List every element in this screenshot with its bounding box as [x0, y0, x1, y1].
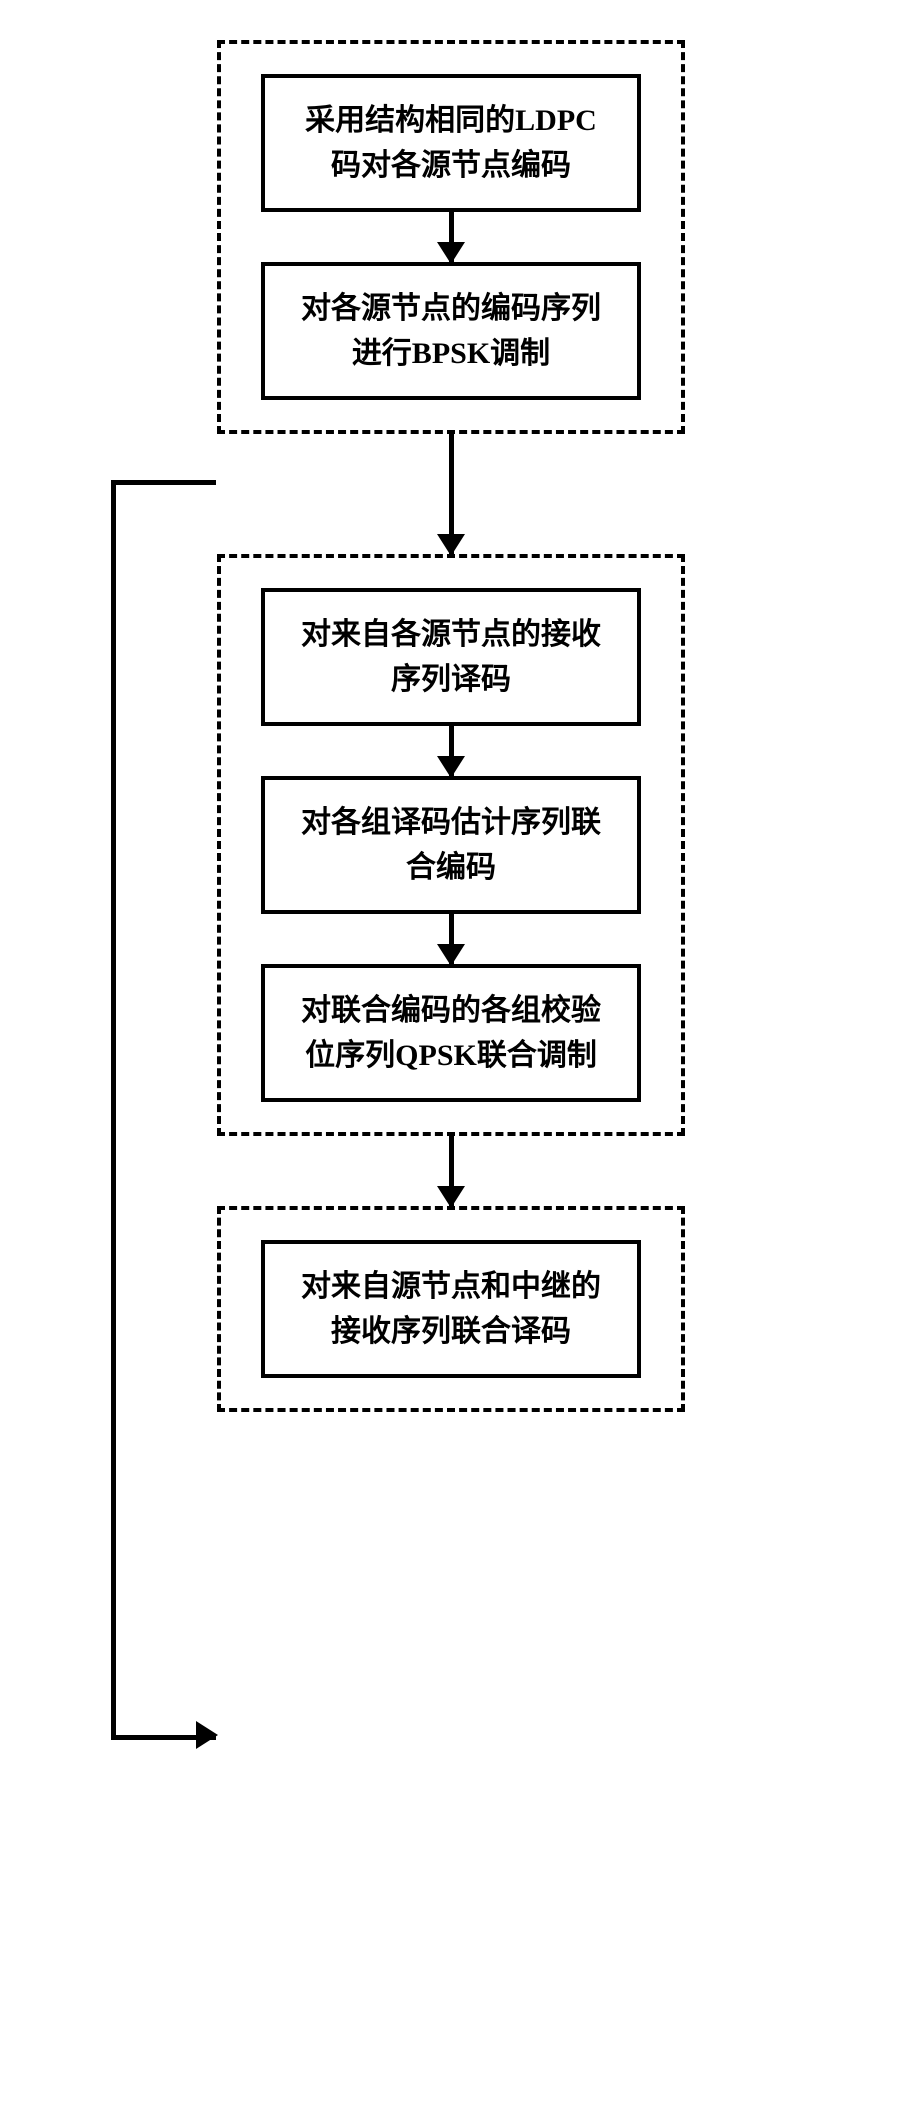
box-ldpc-encode: 采用结构相同的LDPC码对各源节点编码	[261, 74, 641, 212]
arrow-2	[449, 726, 454, 776]
box-bpsk-modulate: 对各源节点的编码序列进行BPSK调制	[261, 262, 641, 400]
flowchart-container: 采用结构相同的LDPC码对各源节点编码 对各源节点的编码序列进行BPSK调制 对…	[151, 40, 751, 1412]
arrow-3	[449, 914, 454, 964]
box-qpsk-modulate: 对联合编码的各组校验位序列QPSK联合调制	[261, 964, 641, 1102]
group-3: 对来自源节点和中继的接收序列联合译码	[217, 1206, 685, 1412]
flowchart: 采用结构相同的LDPC码对各源节点编码 对各源节点的编码序列进行BPSK调制 对…	[151, 40, 751, 1412]
group-1: 采用结构相同的LDPC码对各源节点编码 对各源节点的编码序列进行BPSK调制	[217, 40, 685, 434]
arrow-g1-g2	[449, 434, 454, 554]
box-joint-decode: 对来自源节点和中继的接收序列联合译码	[261, 1240, 641, 1378]
arrow-g2-g3	[449, 1136, 454, 1206]
box-joint-encode: 对各组译码估计序列联合编码	[261, 776, 641, 914]
box-decode-received: 对来自各源节点的接收序列译码	[261, 588, 641, 726]
arrow-1	[449, 212, 454, 262]
bypass-connector	[111, 480, 216, 1740]
group-2: 对来自各源节点的接收序列译码 对各组译码估计序列联合编码 对联合编码的各组校验位…	[217, 554, 685, 1136]
